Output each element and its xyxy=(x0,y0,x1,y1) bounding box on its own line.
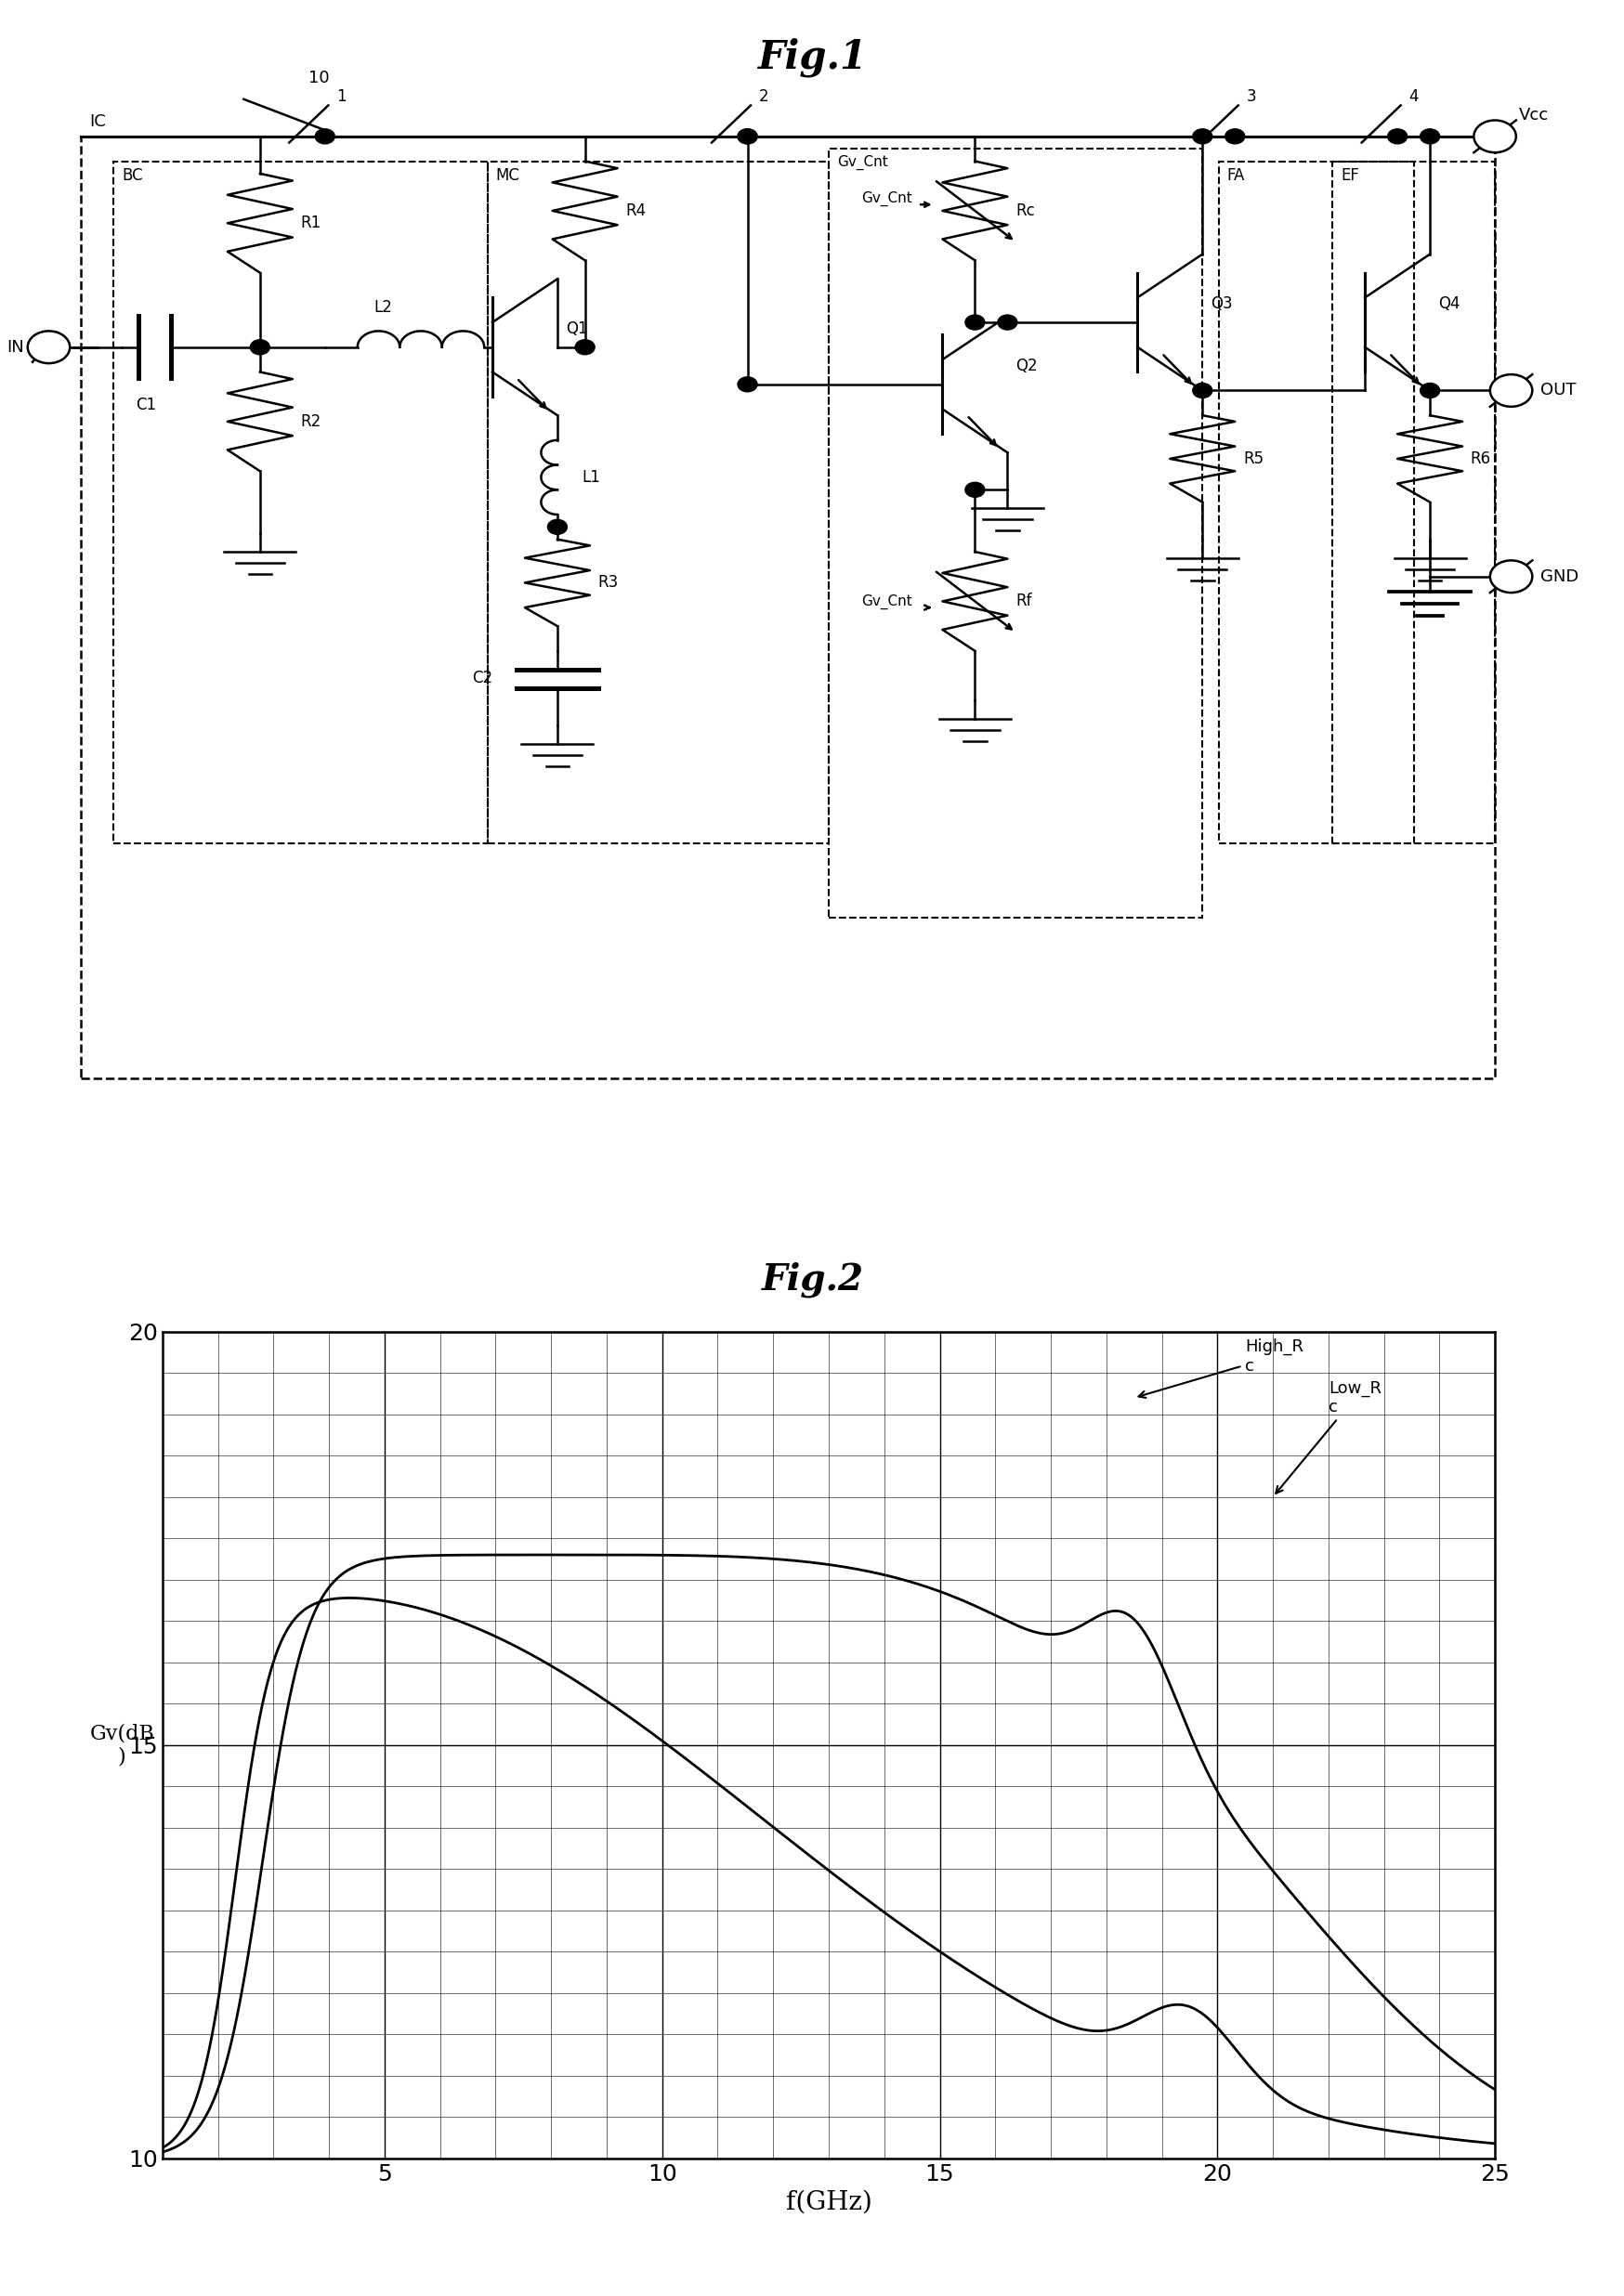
Text: OUT: OUT xyxy=(1540,381,1575,400)
Circle shape xyxy=(965,482,984,498)
Text: EF: EF xyxy=(1340,168,1358,184)
Text: Gv_Cnt: Gv_Cnt xyxy=(861,595,911,608)
Text: Q4: Q4 xyxy=(1437,296,1458,312)
Bar xyxy=(1218,161,1413,843)
Circle shape xyxy=(575,340,594,354)
Text: FA: FA xyxy=(1226,168,1244,184)
Circle shape xyxy=(1419,129,1439,145)
Circle shape xyxy=(737,129,757,145)
Text: C1: C1 xyxy=(136,397,156,413)
Text: 2: 2 xyxy=(758,90,768,106)
Text: 3: 3 xyxy=(1246,90,1255,106)
Text: Q1: Q1 xyxy=(565,319,588,338)
Y-axis label: Gv(dB
): Gv(dB ) xyxy=(89,1722,154,1768)
Circle shape xyxy=(1419,383,1439,397)
Bar xyxy=(828,149,1202,918)
Text: GND: GND xyxy=(1540,567,1579,585)
Text: MC: MC xyxy=(495,168,520,184)
Text: 1: 1 xyxy=(336,90,346,106)
Circle shape xyxy=(737,377,757,393)
Circle shape xyxy=(1224,129,1244,145)
Text: C2: C2 xyxy=(471,670,492,687)
Bar xyxy=(1332,161,1494,843)
Circle shape xyxy=(965,315,984,331)
Bar xyxy=(81,135,1494,1079)
Text: R5: R5 xyxy=(1242,450,1263,466)
Circle shape xyxy=(250,340,270,354)
Text: Low_R
c: Low_R c xyxy=(1275,1380,1380,1492)
X-axis label: f(GHz): f(GHz) xyxy=(784,2190,872,2216)
Text: R1: R1 xyxy=(300,216,322,232)
Text: Vcc: Vcc xyxy=(1518,108,1548,124)
Text: Fig.1: Fig.1 xyxy=(757,37,867,76)
Text: L1: L1 xyxy=(581,468,599,487)
Text: Gv_Cnt: Gv_Cnt xyxy=(836,154,887,170)
Text: IC: IC xyxy=(89,113,106,131)
Bar xyxy=(487,161,828,843)
Circle shape xyxy=(997,315,1017,331)
Text: Rc: Rc xyxy=(1015,202,1034,218)
Circle shape xyxy=(1387,129,1406,145)
Text: Q2: Q2 xyxy=(1015,358,1038,374)
Text: BC: BC xyxy=(122,168,143,184)
Circle shape xyxy=(1192,383,1212,397)
Circle shape xyxy=(1473,119,1515,152)
Circle shape xyxy=(737,129,757,145)
Bar xyxy=(114,161,487,843)
Text: L2: L2 xyxy=(374,298,391,317)
Circle shape xyxy=(1192,129,1212,145)
Text: Q3: Q3 xyxy=(1210,296,1233,312)
Circle shape xyxy=(547,519,567,535)
Circle shape xyxy=(315,129,335,145)
Circle shape xyxy=(28,331,70,363)
Text: Rf: Rf xyxy=(1015,592,1031,611)
Text: 10: 10 xyxy=(309,71,330,87)
Circle shape xyxy=(1489,374,1531,406)
Text: Gv_Cnt: Gv_Cnt xyxy=(861,191,911,207)
Circle shape xyxy=(1489,560,1531,592)
Text: R2: R2 xyxy=(300,413,322,429)
Text: Fig.2: Fig.2 xyxy=(762,1261,862,1297)
Text: 4: 4 xyxy=(1408,90,1418,106)
Text: R6: R6 xyxy=(1470,450,1491,466)
Text: High_R
c: High_R c xyxy=(1138,1339,1302,1398)
Text: IN: IN xyxy=(6,340,24,356)
Text: R4: R4 xyxy=(625,202,646,218)
Text: R3: R3 xyxy=(598,574,619,590)
